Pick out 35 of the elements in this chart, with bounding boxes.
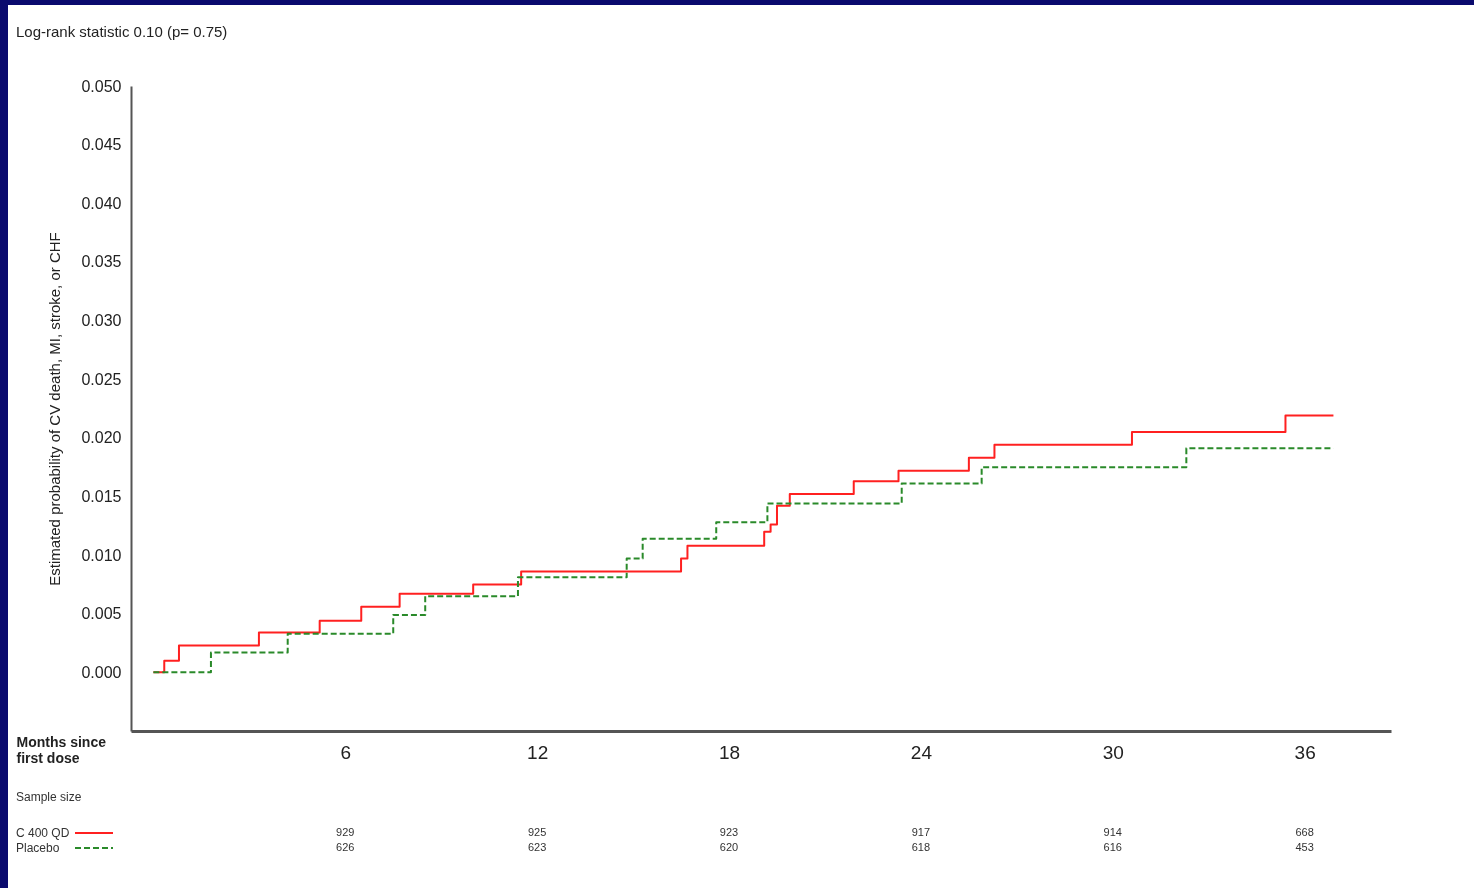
- y-tick-label: 0.015: [81, 487, 122, 505]
- y-tick-label: 0.035: [81, 253, 122, 271]
- y-tick-label: 0.020: [81, 429, 122, 447]
- y-tick-label: 0.030: [81, 312, 122, 330]
- text: 620: [719, 841, 739, 853]
- text: 917: [911, 826, 931, 838]
- text: 616: [1103, 841, 1122, 853]
- text: 914: [1103, 826, 1122, 838]
- y-axis-title: Estimated probability of CV death, MI, stroke, or CHF: [46, 232, 64, 586]
- text: 929: [336, 826, 355, 838]
- legend-label: C 400 QD: [16, 826, 70, 840]
- text: 626: [336, 841, 355, 853]
- y-tick-label: 0.025: [81, 370, 122, 388]
- text: 453: [1295, 841, 1314, 853]
- text: 623: [527, 841, 547, 853]
- text: Sample size: [16, 790, 82, 804]
- text: 925: [527, 826, 547, 838]
- text: 668: [1295, 826, 1314, 838]
- x-tick-label: 36: [1294, 741, 1316, 763]
- x-tick-label: 24: [910, 741, 933, 763]
- text: 923: [719, 826, 739, 838]
- legend-label: Placebo: [16, 841, 60, 855]
- y-tick-label: 0.040: [81, 194, 122, 212]
- x-axis-title: Months since first dose: [16, 733, 107, 766]
- y-tick-label: 0.010: [81, 546, 122, 564]
- y-tick-label: 0.000: [81, 663, 122, 681]
- y-tick-label: 0.005: [81, 605, 122, 623]
- x-tick-label: 12: [527, 741, 549, 763]
- y-tick-label: 0.050: [81, 77, 122, 95]
- x-tick-label: 18: [718, 741, 741, 763]
- x-tick-label: 6: [340, 741, 352, 763]
- chart-title: Log-rank statistic 0.10 (p= 0.75): [16, 23, 228, 40]
- x-tick-label: 30: [1102, 741, 1124, 763]
- y-tick-label: 0.045: [81, 136, 122, 154]
- text: 618: [911, 841, 931, 853]
